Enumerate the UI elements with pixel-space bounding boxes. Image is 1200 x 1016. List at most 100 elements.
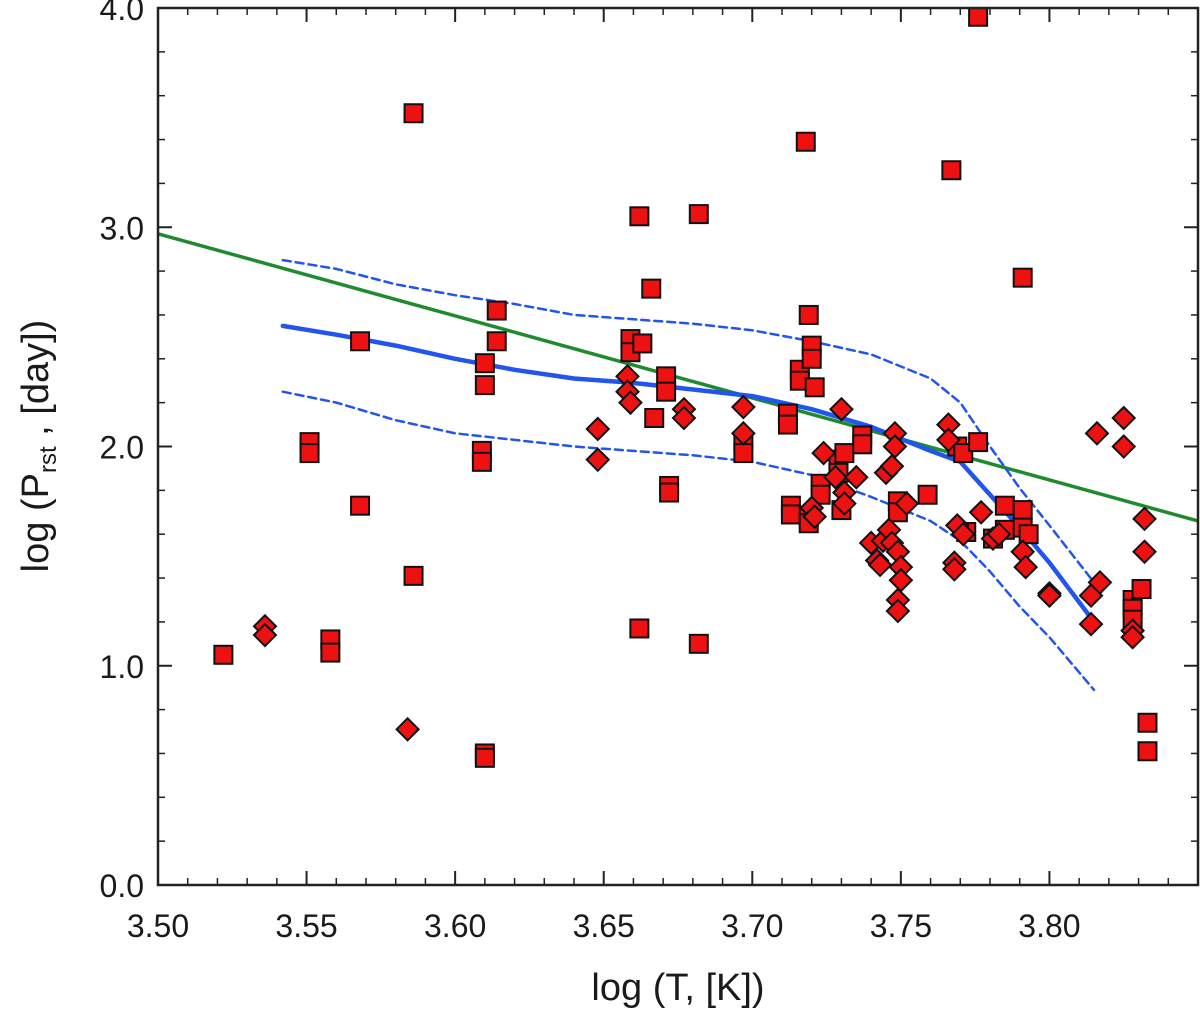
x-tick-label: 3.65: [573, 908, 635, 944]
square-marker: [403, 565, 424, 586]
diamond-marker: [879, 453, 905, 479]
diamond-marker: [1120, 624, 1146, 650]
square-marker: [632, 333, 653, 354]
y-tick-label: 2.0: [100, 430, 144, 466]
square-marker: [795, 131, 816, 152]
diamond-marker: [1132, 539, 1157, 565]
square-marker: [474, 375, 495, 396]
diamond-marker: [671, 405, 697, 431]
diamond-marker: [1078, 611, 1104, 637]
y-tick-labels: 0.0 1.0 2.0 3.0 4.0: [100, 0, 144, 904]
x-tick-label: 3.80: [1018, 908, 1080, 944]
diamond-marker: [950, 521, 976, 547]
square-marker: [486, 331, 507, 352]
square-marker: [656, 381, 677, 402]
diamond-marker: [843, 464, 869, 490]
blue-upper-line: [281, 258, 1096, 584]
x-tick-label: 3.55: [275, 908, 337, 944]
square-marker: [1131, 579, 1152, 600]
x-axis-title: log (T, [K]): [591, 967, 764, 1009]
diamond-marker: [811, 440, 837, 466]
y-axis-title-subscript: rst: [35, 446, 62, 473]
diamond-marker: [1111, 405, 1137, 431]
diamond-marker: [882, 434, 908, 459]
diamond-marker: [1013, 554, 1039, 580]
diamond-marker: [1084, 420, 1110, 446]
y-axis-title-prefix: log (P: [15, 473, 57, 572]
diamond-marker: [585, 416, 611, 442]
square-marker: [834, 443, 855, 464]
square-marker: [474, 353, 495, 374]
square-marker: [1137, 741, 1158, 762]
diamond-marker: [941, 556, 967, 582]
square-marker: [780, 504, 801, 525]
square-marker: [1137, 712, 1158, 733]
diamond-marker: [1111, 434, 1137, 459]
diamond-marker: [585, 447, 611, 473]
diamond-marker: [1087, 570, 1113, 595]
square-marker: [968, 432, 989, 453]
square-marker: [688, 204, 709, 225]
diamond-marker: [730, 394, 756, 420]
square-marker: [953, 443, 974, 464]
square-marker: [629, 618, 650, 639]
data-markers: [213, 8, 1158, 768]
axis-ticks: [157, 7, 1198, 886]
square-marker: [474, 747, 495, 768]
square-marker: [1012, 500, 1033, 521]
square-marker: [804, 377, 825, 398]
square-marker: [644, 407, 665, 428]
y-axis-title: log (Prst , [day]): [15, 320, 62, 573]
square-marker: [917, 484, 938, 505]
green-fit-line: [158, 232, 1198, 523]
y-tick-label: 4.0: [100, 0, 144, 27]
square-marker: [299, 443, 320, 464]
square-marker: [350, 331, 371, 352]
diamond-marker: [1132, 506, 1157, 532]
y-axis-title-suffix: , [day]): [15, 320, 57, 447]
diamond-marker: [802, 504, 828, 530]
square-marker: [350, 495, 371, 516]
diamond-marker: [252, 622, 278, 648]
diamond-marker: [730, 420, 756, 446]
y-tick-label: 0.0: [100, 868, 144, 904]
square-marker: [403, 103, 424, 124]
square-marker: [733, 443, 754, 464]
diamond-marker: [395, 716, 421, 742]
y-tick-label: 3.0: [100, 210, 144, 246]
square-marker: [1018, 524, 1039, 545]
square-marker: [852, 434, 873, 455]
diamond-marker: [888, 567, 914, 593]
square-marker: [1012, 267, 1033, 288]
square-marker: [994, 495, 1015, 516]
square-marker: [641, 278, 662, 299]
diamond-marker: [986, 521, 1012, 547]
square-marker: [941, 160, 962, 181]
diamond-marker: [831, 491, 857, 516]
diamond-marker: [618, 390, 643, 416]
square-marker: [629, 206, 650, 227]
diamond-marker: [935, 427, 961, 453]
x-tick-label: 3.75: [870, 908, 932, 944]
y-tick-label: 1.0: [100, 649, 144, 685]
square-marker: [320, 642, 341, 663]
x-tick-label: 3.50: [127, 908, 189, 944]
diamond-marker: [1037, 583, 1062, 609]
diamond-marker: [823, 464, 848, 490]
square-marker: [801, 348, 822, 369]
square-marker: [798, 304, 819, 325]
diamond-marker: [885, 598, 911, 624]
square-marker: [471, 451, 492, 472]
diamond-marker: [829, 396, 854, 422]
square-marker: [777, 414, 798, 435]
x-tick-label: 3.60: [424, 908, 486, 944]
square-marker: [810, 484, 831, 505]
square-marker: [659, 482, 680, 503]
square-marker: [968, 8, 989, 27]
diamond-marker: [968, 499, 994, 525]
diamond-marker: [894, 491, 920, 516]
x-tick-label: 3.70: [721, 908, 783, 944]
square-marker: [486, 300, 507, 321]
x-tick-labels: 3.50 3.55 3.60 3.65 3.70 3.75 3.80: [127, 908, 1081, 944]
